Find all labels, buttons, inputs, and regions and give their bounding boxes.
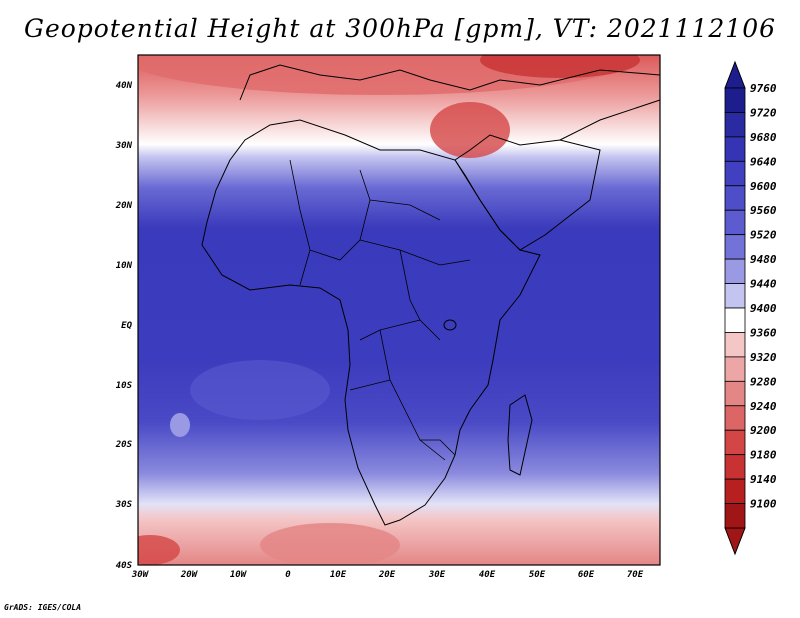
lat-label: 30S: [115, 500, 133, 510]
coastlines: [201, 64, 661, 526]
colorbar-swatch: [724, 380, 746, 407]
colorbar-swatch: [724, 112, 746, 138]
low-spot: [170, 413, 190, 437]
lon-label: 60E: [578, 570, 595, 580]
country-borders: [289, 159, 471, 461]
arabia-coastline: [454, 134, 601, 251]
lat-label: EQ: [121, 321, 132, 331]
lat-label: 10N: [116, 261, 133, 271]
colorbar: 9760 9720 9680 9640 9600 9560 9520 9480 9440 9400…: [724, 60, 777, 556]
colorbar-level-label: 9760: [750, 82, 777, 95]
lat-label: 20N: [115, 201, 133, 211]
high-anomaly-northeast: [480, 55, 640, 78]
lat-label: 40N: [116, 81, 133, 91]
map-frame: [137, 54, 661, 566]
map-plot-area: [137, 54, 661, 566]
colorbar-level-label: 9680: [750, 131, 777, 144]
madagascar-coastline: [507, 394, 533, 476]
lat-label: 10S: [116, 381, 133, 391]
lon-label: 10E: [330, 570, 347, 580]
latitude-labels: 40N 30N 20N 10N EQ 10S 20S 30S 40S: [115, 81, 133, 571]
high-anomaly-mideast: [430, 102, 510, 158]
colorbar-swatch: [724, 307, 746, 333]
colorbar-level-label: 9200: [750, 424, 777, 437]
colorbar-swatch: [724, 136, 746, 162]
colorbar-level-label: 9180: [750, 449, 777, 462]
lon-label: 40E: [479, 570, 496, 580]
grads-credit: GrADS: IGES/COLA: [4, 603, 82, 612]
lon-label: 50E: [529, 570, 546, 580]
lon-label: 10W: [230, 570, 248, 580]
colorbar-swatch: [724, 160, 746, 187]
lon-label: 20E: [378, 570, 396, 580]
lat-label: 30N: [115, 141, 133, 151]
colorbar-swatch: [724, 503, 746, 529]
colorbar-level-label: 9280: [750, 375, 777, 388]
lake-victoria: [443, 319, 457, 331]
colorbar-level-label: 9240: [750, 400, 777, 413]
low-anomaly-south-atlantic: [260, 523, 400, 565]
height-field: [138, 55, 660, 565]
lon-label: 70E: [627, 570, 644, 580]
colorbar-level-label: 9100: [750, 498, 777, 511]
colorbar-level-label: 9720: [750, 106, 777, 119]
colorbar-swatch: [724, 87, 746, 113]
lon-label: 30W: [131, 570, 150, 580]
colorbar-level-label: 9560: [750, 204, 777, 217]
colorbar-swatch: [724, 283, 746, 309]
lon-label: 0: [285, 570, 291, 580]
colorbar-level-label: 9480: [750, 253, 777, 266]
colorbar-swatch: [724, 478, 746, 504]
colorbar-level-label: 9520: [750, 229, 777, 242]
colorbar-swatch: [724, 332, 746, 358]
europe-coastline: [239, 64, 661, 101]
colorbar-swatch: [724, 234, 746, 260]
asia-coastline: [559, 99, 661, 141]
colorbar-swatch: [724, 356, 746, 382]
colorbar-swatch: [724, 209, 746, 236]
colorbar-level-label: 9400: [750, 302, 777, 315]
colorbar-swatch: [724, 454, 746, 480]
map-title: Geopotential Height at 300hPa [gpm], VT:…: [23, 14, 777, 43]
colorbar-swatch: [724, 258, 746, 284]
colorbar-level-label: 9360: [750, 326, 777, 339]
lat-label: 40S: [116, 561, 133, 571]
colorbar-level-label: 9320: [750, 351, 777, 364]
colorbar-top-arrow: [724, 60, 746, 89]
colorbar-level-label: 9640: [750, 155, 777, 168]
colorbar-level-label: 9600: [750, 180, 777, 193]
colorbar-swatch: [724, 185, 746, 211]
low-anomaly-southwest: [138, 535, 180, 565]
colorbar-bottom-arrow: [724, 527, 746, 556]
lon-label: 20W: [180, 570, 199, 580]
colorbar-level-label: 9440: [750, 278, 777, 291]
colorbar-swatch: [724, 405, 746, 431]
lat-label: 20S: [115, 440, 133, 450]
colorbar-swatch: [724, 429, 746, 456]
colorbar-level-label: 9140: [750, 473, 777, 486]
lon-label: 30E: [428, 570, 446, 580]
low-region-atlantic: [190, 360, 330, 420]
longitude-labels: 30W 20W 10W 0 10E 20E 30E 40E 50E 60E 70…: [131, 570, 644, 580]
